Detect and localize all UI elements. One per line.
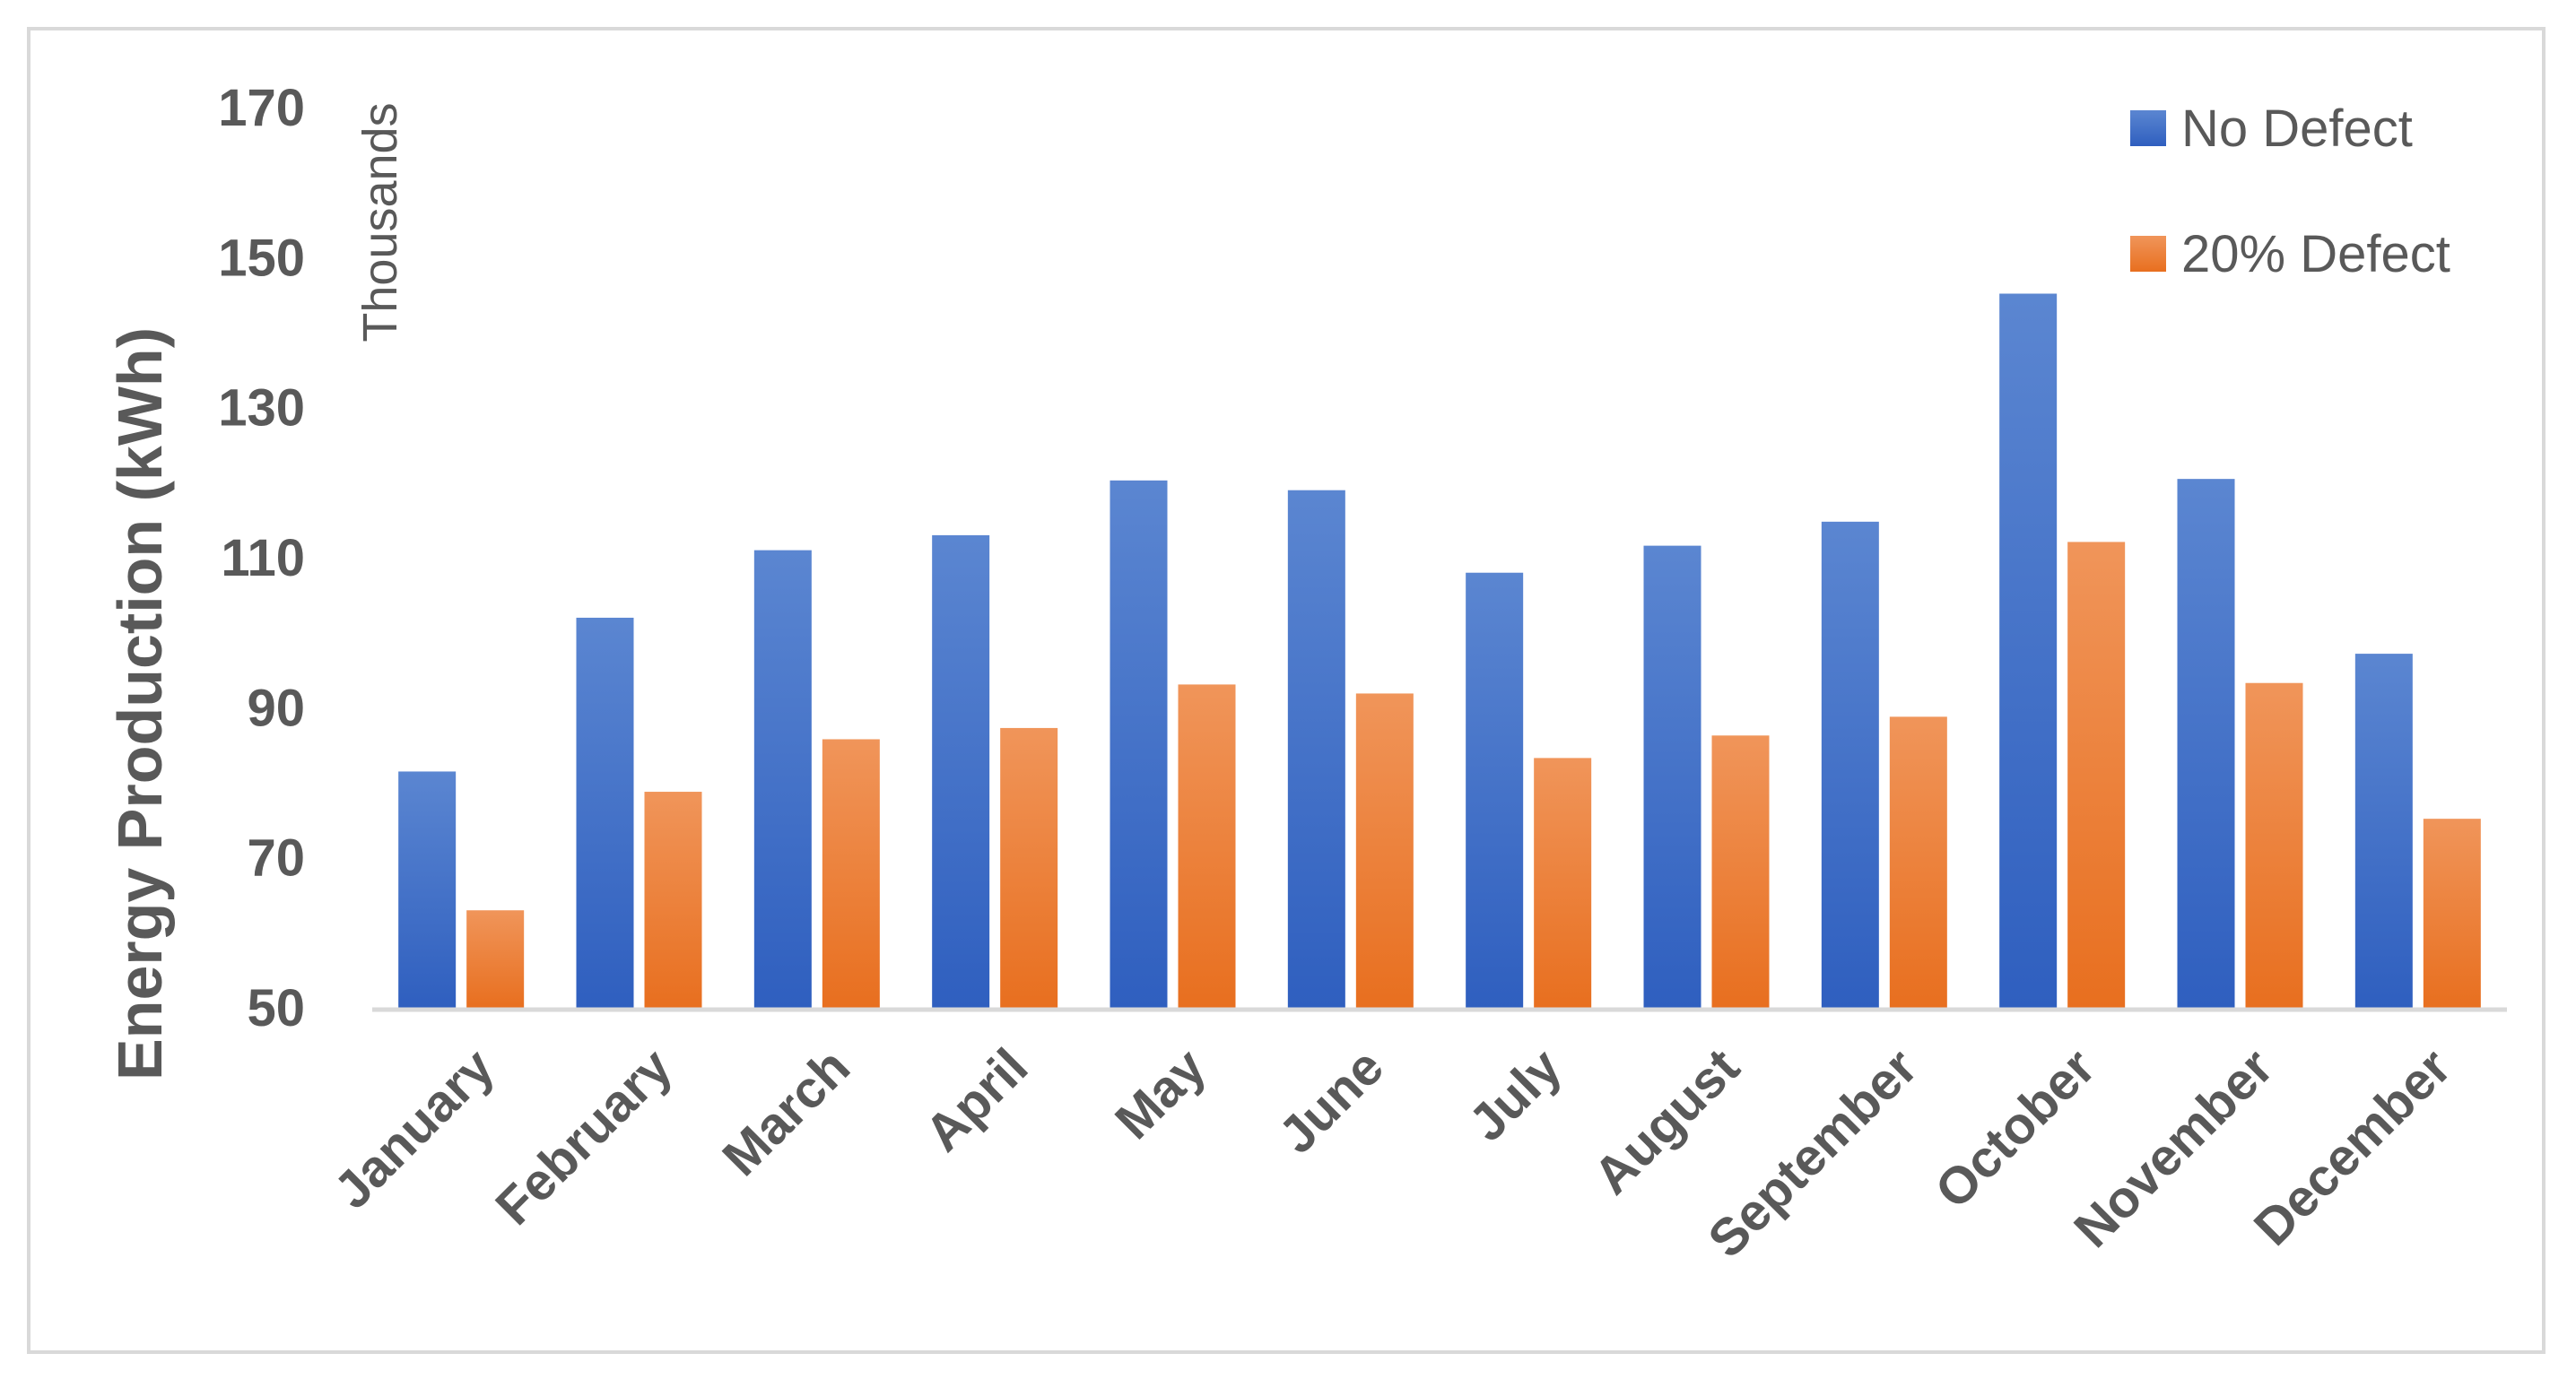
x-tick-label: February: [484, 1037, 683, 1236]
legend: No Defect 20% Defect: [2130, 100, 2450, 283]
bar-no-defect-january: [398, 771, 457, 1008]
x-tick-label: August: [1582, 1037, 1750, 1205]
bar-no-defect-december: [2354, 654, 2413, 1008]
bar-20pct-defect-december: [2423, 819, 2481, 1008]
legend-label: 20% Defect: [2181, 225, 2450, 283]
bar-20pct-defect-september: [1889, 716, 1947, 1008]
legend-swatch: [2130, 110, 2166, 146]
chart-frame: [27, 27, 2546, 1354]
bar-20pct-defect-march: [822, 739, 880, 1008]
bar-no-defect-september: [1821, 521, 1879, 1008]
y-tick-label: 110: [221, 529, 305, 587]
bar-20pct-defect-february: [644, 792, 702, 1008]
x-tick-label: October: [1924, 1037, 2106, 1219]
legend-label: No Defect: [2181, 100, 2413, 158]
y-axis-units-label: Thousands: [353, 102, 407, 342]
bar-20pct-defect-may: [1178, 684, 1236, 1008]
bar-no-defect-march: [753, 550, 812, 1008]
y-tick-label: 70: [247, 829, 305, 888]
bar-20pct-defect-april: [1000, 727, 1058, 1008]
x-tick-label: January: [323, 1037, 505, 1219]
bar-20pct-defect-november: [2245, 682, 2303, 1008]
bar-20pct-defect-october: [2067, 542, 2126, 1008]
y-tick-label: 130: [218, 379, 305, 438]
bar-20pct-defect-july: [1534, 758, 1592, 1008]
bar-20pct-defect-june: [1355, 693, 1414, 1008]
x-tick-label: May: [1104, 1037, 1217, 1150]
bar-no-defect-february: [576, 617, 634, 1008]
x-tick-label: April: [914, 1037, 1039, 1162]
x-tick-label: June: [1267, 1037, 1395, 1165]
bar-no-defect-april: [932, 534, 990, 1008]
bar-20pct-defect-august: [1711, 735, 1770, 1008]
x-tick-label: December: [2243, 1037, 2462, 1256]
x-tick-label: July: [1458, 1037, 1572, 1152]
x-tick-label: March: [711, 1037, 861, 1187]
bar-no-defect-august: [1643, 545, 1701, 1008]
y-tick-label: 50: [247, 979, 305, 1037]
y-tick-label: 170: [218, 79, 305, 137]
bar-no-defect-october: [1999, 293, 2058, 1008]
y-axis-title: Energy Production (kWh): [105, 327, 175, 1080]
legend-swatch: [2130, 236, 2166, 272]
bar-no-defect-november: [2177, 479, 2235, 1008]
bar-no-defect-july: [1466, 572, 1524, 1008]
y-axis-tick-labels: 50 70 90 110 130 150 170: [218, 79, 305, 1037]
bar-no-defect-may: [1110, 480, 1168, 1008]
bars-group: [398, 293, 2481, 1008]
y-tick-label: 90: [247, 679, 305, 737]
bar-no-defect-june: [1287, 490, 1345, 1008]
y-tick-label: 150: [218, 229, 305, 287]
bar-20pct-defect-january: [466, 910, 525, 1008]
